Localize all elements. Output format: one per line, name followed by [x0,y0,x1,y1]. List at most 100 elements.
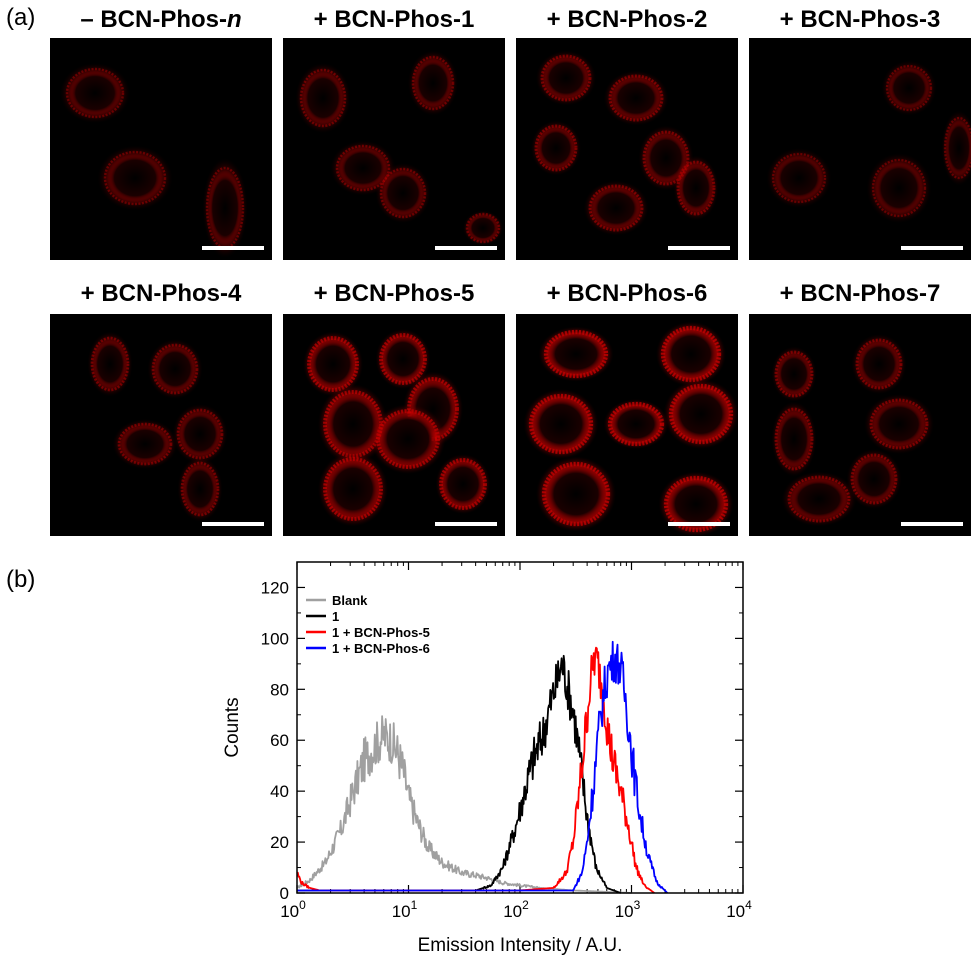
micrograph-image [50,314,272,536]
cell [583,180,649,236]
scale-bar [435,522,497,526]
cell-outline [379,167,427,219]
cell-outline [376,409,440,469]
cell-outline [465,212,501,244]
x-tick-label: 104 [726,898,752,921]
cell-outline [90,336,130,392]
cell [881,60,937,116]
cell [658,471,734,536]
cell [147,339,203,399]
scale-bar [202,522,264,526]
cell [663,379,738,449]
micrograph-title: + BCN-Phos-7 [779,280,941,307]
cell-group [303,329,491,527]
cell [941,110,971,186]
cell [112,419,178,469]
cell-outline [774,407,814,471]
cell-outline [528,393,594,455]
cell [766,148,832,208]
legend-label: 1 [332,609,339,624]
cell-outline [676,160,716,216]
cell-group [295,50,503,246]
cell-outline [103,150,167,206]
panel-label-b: (b) [6,566,36,593]
cell-outline [607,401,665,447]
cell [202,158,248,258]
cell-outline [668,383,734,445]
micrograph-image [749,38,971,260]
cell [172,404,228,464]
cell-outline [771,152,827,204]
cell-outline [65,67,125,119]
y-tick-label: 40 [270,782,289,801]
scale-bar [668,246,730,250]
cell [318,384,388,464]
y-tick-label: 60 [270,731,289,750]
cell [370,404,446,474]
micrograph-title: + BCN-Phos-1 [313,6,475,33]
x-tick-label: 102 [503,898,529,921]
cell [177,456,223,522]
cell [603,70,669,126]
series-line [296,715,632,894]
cell [303,331,363,397]
micrograph-image [50,38,272,260]
cell-group [766,60,971,223]
y-tick-label: 100 [261,629,289,648]
cell-outline [323,457,383,521]
micrograph-title: + BCN-Phos-2 [546,6,708,33]
cell-outline [541,461,611,527]
cell-outline [543,329,609,379]
micrograph-image [283,38,505,260]
cell [531,120,581,176]
cell-group [531,50,719,236]
micrograph-title: – BCN-Phos-n [80,6,242,33]
series-line [296,646,655,894]
cell [603,399,669,449]
legend-label: Blank [332,593,368,608]
legend-label: 1 + BCN-Phos-6 [332,641,430,656]
cell [375,329,431,389]
micrograph-image [516,38,738,260]
scale-bar [668,522,730,526]
micrograph-image [516,314,738,536]
cell-outline [850,453,898,505]
series-line [296,654,622,894]
cell [846,449,902,509]
cell [408,50,458,116]
cell-group [87,331,228,522]
cell-outline [117,422,173,466]
cell-outline [869,398,929,450]
scale-bar [202,246,264,250]
legend-label: 1 + BCN-Phos-5 [332,625,430,640]
cell [375,163,431,223]
cell [538,326,614,382]
series-line [296,640,669,894]
scale-bar [901,246,963,250]
cell-outline [180,461,220,517]
cell-outline [885,64,933,112]
cell-group [60,63,248,258]
micrograph-title: + BCN-Phos-3 [779,6,941,33]
micrograph-title: + BCN-Phos-4 [80,280,242,307]
cell-group [771,334,934,527]
cell-outline [663,475,729,533]
cell [523,389,599,459]
cell [536,456,616,532]
x-tick-label: 100 [280,898,306,921]
cell-outline [855,338,903,390]
panel-label-a: (a) [6,4,36,31]
cell-outline [871,158,927,218]
plot-frame [296,561,744,894]
scale-bar [435,246,497,250]
cell [318,451,388,527]
cell-outline [534,124,578,172]
cell [866,153,932,223]
cell-outline [660,325,722,383]
cell-outline [411,55,455,111]
cell [97,145,173,211]
cell [87,331,133,397]
y-tick-label: 20 [270,833,289,852]
cell-outline [588,184,644,232]
cell [851,334,907,394]
